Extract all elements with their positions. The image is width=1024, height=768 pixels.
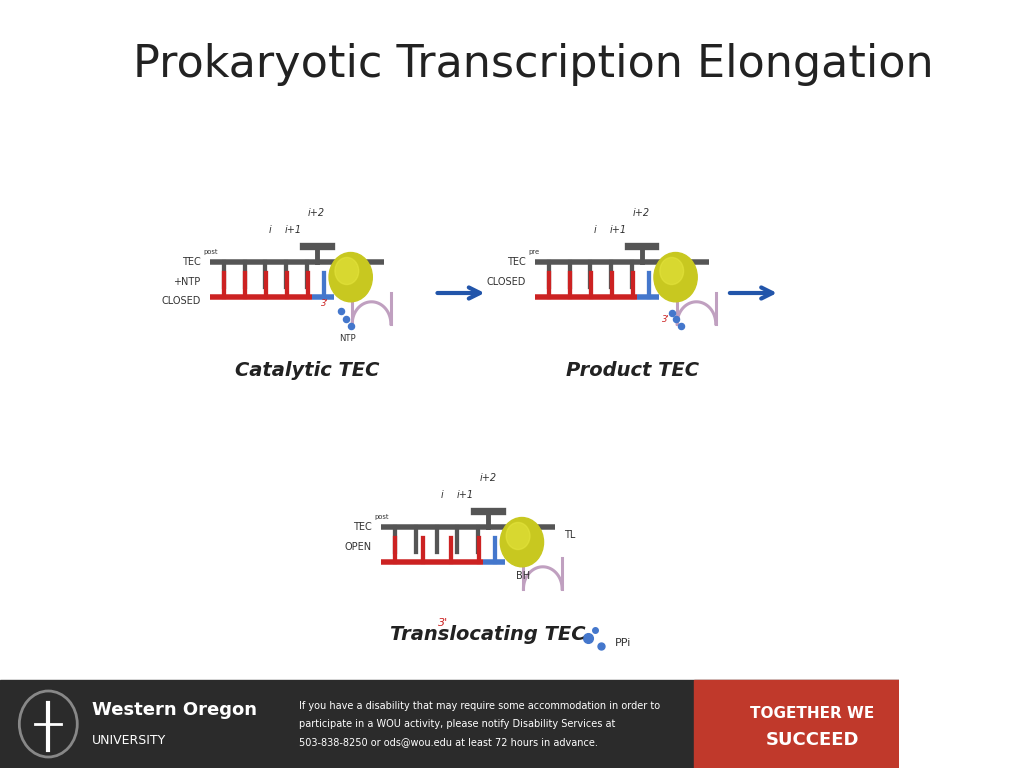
Text: PPi: PPi bbox=[614, 638, 631, 648]
Circle shape bbox=[659, 257, 684, 285]
Text: TL: TL bbox=[564, 530, 575, 540]
Text: Translocating TEC: Translocating TEC bbox=[389, 625, 585, 644]
Text: Product TEC: Product TEC bbox=[565, 361, 698, 380]
Circle shape bbox=[329, 253, 373, 302]
Text: post: post bbox=[203, 249, 217, 255]
Text: Prokaryotic Transcription Elongation: Prokaryotic Transcription Elongation bbox=[133, 43, 934, 86]
Text: TEC: TEC bbox=[507, 257, 525, 267]
Text: UNIVERSITY: UNIVERSITY bbox=[92, 733, 167, 746]
Bar bbox=[693, 680, 899, 768]
Text: TOGETHER WE: TOGETHER WE bbox=[751, 706, 874, 720]
Circle shape bbox=[335, 257, 358, 285]
Text: NTP: NTP bbox=[339, 334, 356, 343]
Text: 3': 3' bbox=[438, 618, 449, 628]
Text: i+2: i+2 bbox=[308, 207, 326, 217]
Text: i+1: i+1 bbox=[456, 490, 473, 500]
Text: Catalytic TEC: Catalytic TEC bbox=[236, 361, 380, 380]
Text: TEC: TEC bbox=[182, 257, 201, 267]
Text: post: post bbox=[375, 514, 389, 520]
Text: +NTP: +NTP bbox=[173, 276, 201, 286]
Text: participate in a WOU activity, please notify Disability Services at: participate in a WOU activity, please no… bbox=[299, 719, 615, 729]
Text: OPEN: OPEN bbox=[345, 541, 372, 551]
Text: If you have a disability that may require some accommodation in order to: If you have a disability that may requir… bbox=[299, 701, 659, 711]
Circle shape bbox=[501, 518, 544, 567]
Text: BH: BH bbox=[516, 571, 530, 581]
Bar bbox=[0, 680, 899, 768]
Text: Western Oregon: Western Oregon bbox=[92, 701, 257, 719]
Text: i: i bbox=[269, 225, 271, 235]
Text: CLOSED: CLOSED bbox=[486, 276, 525, 286]
Text: i+1: i+1 bbox=[285, 225, 302, 235]
Text: pre: pre bbox=[528, 249, 539, 255]
Circle shape bbox=[506, 522, 530, 550]
Circle shape bbox=[654, 253, 697, 302]
Text: 3': 3' bbox=[321, 300, 329, 308]
Text: TEC: TEC bbox=[353, 522, 372, 532]
Text: i+1: i+1 bbox=[610, 225, 627, 235]
Text: SUCCEED: SUCCEED bbox=[766, 731, 859, 749]
Text: i: i bbox=[594, 225, 597, 235]
Text: i+2: i+2 bbox=[633, 207, 650, 217]
Text: i: i bbox=[440, 490, 443, 500]
Text: CLOSED: CLOSED bbox=[162, 296, 201, 306]
Text: 503-838-8250 or ods@wou.edu at least 72 hours in advance.: 503-838-8250 or ods@wou.edu at least 72 … bbox=[299, 737, 597, 747]
Text: i+2: i+2 bbox=[479, 472, 497, 482]
Text: 3': 3' bbox=[663, 315, 670, 324]
